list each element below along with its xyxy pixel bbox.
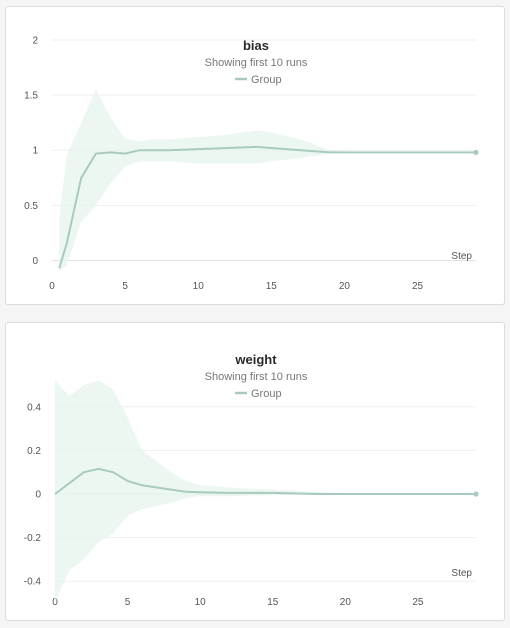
x-tick-label: 20 (340, 597, 352, 608)
x-tick-label: 5 (125, 597, 131, 608)
y-tick-label: 2 (32, 36, 38, 47)
series-end-point[interactable] (473, 491, 479, 497)
series-band (55, 380, 476, 603)
x-tick-label: 5 (122, 281, 128, 292)
chart-title: bias (243, 38, 269, 53)
y-tick-label: 0.2 (27, 446, 41, 457)
x-axis-label: Step (451, 251, 472, 262)
x-tick-label: 10 (193, 281, 205, 292)
x-tick-label: 0 (49, 281, 55, 292)
legend-item[interactable]: Group (235, 388, 282, 400)
y-tick-label: 0.4 (27, 402, 41, 413)
x-tick-label: 25 (412, 281, 424, 292)
chart-panel-bias[interactable]: bias Showing first 10 runs Group 0 0.5 1 1.5 2 0… (5, 6, 505, 305)
x-tick-label: 20 (339, 281, 351, 292)
chart-panel-weight[interactable]: weight Showing first 10 runs Group -0.4 -0.2… (5, 322, 505, 621)
legend-item[interactable]: Group (235, 74, 282, 86)
x-tick-label: 15 (266, 281, 278, 292)
series-line[interactable] (54, 467, 476, 495)
y-tick-label: -0.4 (24, 577, 42, 588)
y-tick-label: 0 (32, 256, 38, 267)
series-end-point[interactable] (473, 149, 479, 156)
y-tick-label: 1.5 (24, 91, 38, 102)
y-tick-label: 0 (35, 490, 41, 501)
chart-subtitle: Showing first 10 runs (205, 371, 308, 383)
y-tick-label: -0.2 (24, 533, 42, 544)
legend-label: Group (251, 74, 282, 86)
x-tick-label: 10 (195, 597, 207, 608)
y-tick-label: 1 (32, 146, 38, 157)
chart-subtitle: Showing first 10 runs (205, 57, 308, 69)
y-tick-label: 0.5 (24, 201, 38, 212)
chart-title: weight (234, 352, 277, 367)
x-tick-label: 25 (412, 597, 424, 608)
x-axis-label: Step (451, 568, 472, 579)
chart-svg-weight[interactable]: weight Showing first 10 runs Group -0.4 -0.2… (6, 323, 506, 622)
legend-label: Group (251, 388, 282, 400)
x-tick-label: 15 (267, 597, 279, 608)
series-line[interactable] (58, 145, 476, 269)
series-band (59, 89, 477, 272)
